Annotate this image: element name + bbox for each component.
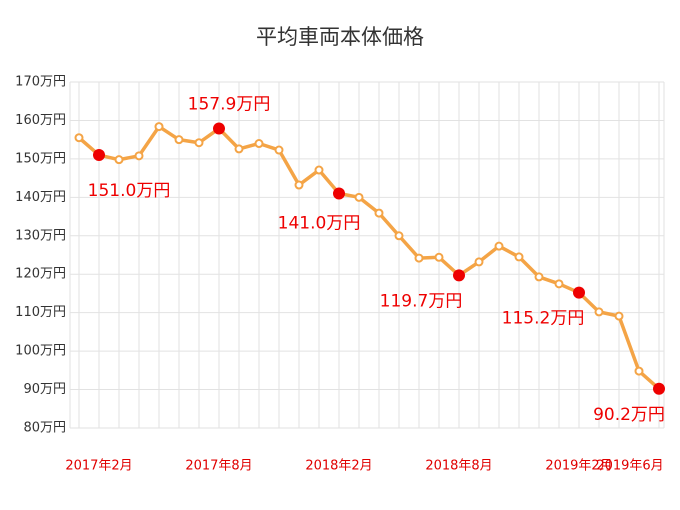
data-point <box>434 252 444 262</box>
data-point <box>294 180 304 190</box>
data-point <box>194 138 204 148</box>
x-tick-label: 2019年2月 <box>545 459 612 474</box>
data-label: 151.0万円 <box>88 181 171 201</box>
data-label: 157.9万円 <box>188 95 271 115</box>
data-point <box>414 253 424 263</box>
data-label: 115.2万円 <box>502 309 585 329</box>
highlight-point <box>573 286 585 299</box>
data-point <box>174 135 184 145</box>
data-label: 141.0万円 <box>278 213 361 233</box>
data-point <box>594 307 604 317</box>
highlight-point <box>93 149 105 162</box>
y-tick-label: 160万円 <box>15 113 66 128</box>
data-point <box>274 145 284 155</box>
data-point <box>534 272 544 282</box>
x-tick-label: 2018年8月 <box>425 459 492 474</box>
highlight-point <box>333 187 345 200</box>
data-point <box>254 139 264 149</box>
y-tick-label: 140万円 <box>15 190 66 205</box>
data-point <box>514 252 524 262</box>
data-point <box>554 279 564 289</box>
data-point <box>394 231 404 241</box>
y-tick-label: 170万円 <box>15 75 66 90</box>
data-label: 90.2万円 <box>593 405 665 425</box>
data-point <box>374 208 384 218</box>
y-tick-label: 130万円 <box>15 228 66 243</box>
y-tick-label: 150万円 <box>15 151 66 166</box>
x-tick-label: 2017年2月 <box>65 459 132 474</box>
series-line <box>77 124 661 391</box>
y-tick-label: 110万円 <box>15 305 66 320</box>
x-tick-label: 2018年2月 <box>305 459 372 474</box>
data-point <box>474 257 484 267</box>
y-tick-label: 120万円 <box>15 267 66 282</box>
y-tick-label: 90万円 <box>23 382 66 397</box>
x-tick-label: 2019年6月 <box>596 459 663 474</box>
data-point <box>114 155 124 165</box>
y-tick-label: 100万円 <box>15 344 66 359</box>
data-point <box>234 144 244 154</box>
data-point <box>154 122 164 132</box>
highlight-point <box>653 382 665 395</box>
data-point <box>614 311 624 321</box>
y-tick-label: 80万円 <box>23 421 66 436</box>
chart-title: 平均車両本体価格 <box>256 25 424 49</box>
data-label: 119.7万円 <box>380 291 463 311</box>
data-point <box>134 151 144 161</box>
x-tick-label: 2017年8月 <box>185 459 252 474</box>
data-point <box>634 366 644 376</box>
data-point <box>494 241 504 251</box>
highlight-point <box>453 269 465 282</box>
data-point <box>314 165 324 175</box>
highlight-point <box>213 122 225 135</box>
data-point <box>354 192 364 202</box>
data-point <box>74 133 84 143</box>
